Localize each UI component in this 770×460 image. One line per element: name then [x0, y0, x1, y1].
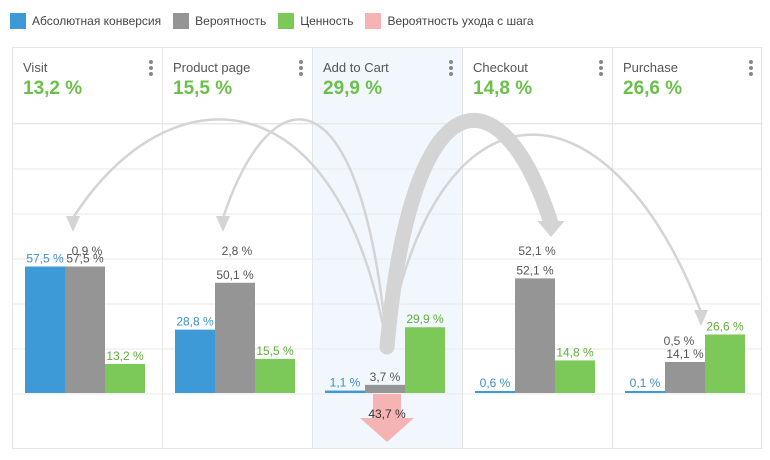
bar [255, 358, 295, 393]
transition-arrow [71, 118, 389, 349]
transition-arrow [385, 133, 703, 349]
legend-item-probability[interactable]: Вероятность [173, 13, 266, 29]
transition-arrow [221, 118, 389, 349]
bar [65, 266, 105, 393]
series-1: 57,5 % 28,8 % 1,1 % 0,6 % 0,1 % [25, 252, 665, 393]
transition-arrows: 0,9 % 2,8 % 52,1 % 0,5 % [66, 112, 708, 355]
transition-arrow [379, 112, 559, 355]
more-options-icon[interactable] [449, 60, 453, 76]
data-label: 50,1 % [216, 268, 254, 282]
bar [215, 282, 255, 393]
series-3: 13,2 % 15,5 % 29,9 % 14,8 % 26,6 % [105, 312, 745, 393]
bar [405, 327, 445, 393]
data-label: 0,1 % [630, 376, 661, 390]
legend-swatch-value [278, 13, 295, 29]
legend-label-probability: Вероятность [195, 14, 267, 28]
stage-name: Checkout [473, 60, 528, 75]
bar [365, 384, 405, 393]
bar [625, 391, 665, 393]
data-label: 13,2 % [106, 349, 144, 363]
stage-header: Add to Cart 29,9 % [313, 48, 463, 124]
bar [515, 278, 555, 393]
bar [555, 360, 595, 393]
transition-arrowhead [694, 310, 708, 326]
legend-swatch-dropoff [365, 13, 382, 29]
stage-value: 26,6 % [623, 78, 683, 99]
series-2: 57,5 % 50,1 % 3,7 % 52,1 % 14,1 % [65, 252, 705, 393]
legend-item-dropoff[interactable]: Вероятность ухода с шага [365, 13, 534, 29]
bar [475, 391, 515, 393]
stage-name: Purchase [623, 60, 678, 75]
data-label: 29,9 % [406, 312, 444, 326]
dropoff-label: 43,7 % [368, 407, 406, 421]
data-label: 14,8 % [556, 345, 594, 359]
dropoff-arrow [360, 394, 414, 442]
legend-item-value[interactable]: Ценность [278, 13, 353, 29]
legend-label-dropoff: Вероятность ухода с шага [387, 14, 534, 28]
bar [705, 334, 745, 393]
transition-label: 2,8 % [222, 244, 253, 258]
legend-swatch-absolute [10, 13, 26, 29]
bar [25, 266, 65, 393]
transition-arrowhead [216, 216, 230, 232]
stage-value: 13,2 % [23, 78, 83, 99]
transition-label: 0,9 % [72, 244, 103, 258]
data-label: 28,8 % [176, 315, 214, 329]
legend-item-absolute[interactable]: Абсолютная конверсия [10, 13, 161, 29]
more-options-icon[interactable] [149, 60, 153, 76]
transition-label: 0,5 % [664, 334, 695, 348]
funnel-panel: Visit 13,2 % Product page 15,5 % Add to … [12, 47, 763, 449]
more-options-icon[interactable] [299, 60, 303, 76]
data-label: 52,1 % [516, 263, 554, 277]
data-label: 0,6 % [480, 376, 511, 390]
bar [325, 390, 365, 393]
more-options-icon[interactable] [599, 60, 603, 76]
stage-value: 29,9 % [323, 78, 383, 99]
stage-name: Visit [23, 60, 48, 75]
legend-label-absolute: Абсолютная конверсия [32, 14, 162, 28]
legend: Абсолютная конверсия Вероятность Ценност… [10, 12, 546, 30]
transition-origin-dot [381, 341, 393, 353]
transition-label: 52,1 % [518, 244, 556, 258]
transition-arrowhead [66, 216, 80, 232]
stage-value: 14,8 % [473, 78, 533, 99]
data-label: 1,1 % [330, 376, 361, 390]
more-options-icon[interactable] [749, 60, 753, 76]
data-label: 57,5 % [26, 252, 64, 266]
legend-label-value: Ценность [300, 14, 354, 28]
bar [105, 363, 145, 393]
legend-swatch-probability [173, 13, 190, 29]
stage-name: Add to Cart [323, 60, 389, 75]
data-label: 14,1 % [666, 347, 704, 361]
stage-name: Product page [173, 60, 251, 75]
data-label: 57,5 % [66, 252, 104, 266]
bar [175, 329, 215, 393]
bar [665, 361, 705, 393]
data-label: 3,7 % [370, 370, 401, 384]
data-label: 15,5 % [256, 344, 294, 358]
transition-arrowhead [537, 221, 565, 237]
stage-value: 15,5 % [173, 78, 233, 99]
data-label: 26,6 % [706, 319, 744, 333]
